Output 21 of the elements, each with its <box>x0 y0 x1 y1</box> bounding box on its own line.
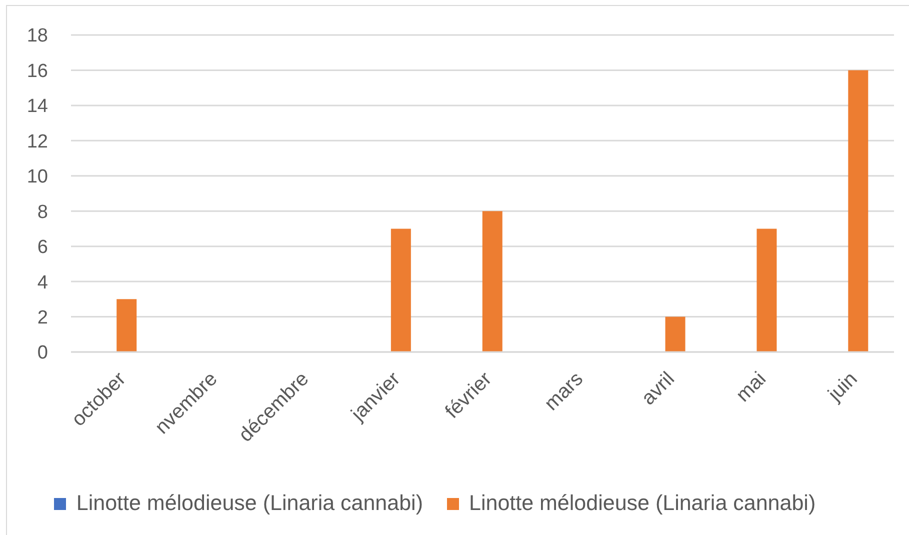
y-tick-label: 18 <box>26 26 48 47</box>
x-tick-label: mai <box>732 368 770 406</box>
x-tick-label: avril <box>637 368 679 410</box>
bar <box>116 299 137 352</box>
x-tick-label: juin <box>824 368 862 406</box>
y-tick-label: 12 <box>26 131 48 152</box>
legend-label: Linotte mélodieuse (Linaria cannabi) <box>76 491 423 515</box>
y-tick-label: 16 <box>26 60 48 82</box>
y-tick-label: 6 <box>37 237 48 258</box>
bar <box>848 70 868 352</box>
y-tick-label: 14 <box>26 96 48 118</box>
bar <box>756 228 777 352</box>
y-tick-label: 0 <box>37 342 48 364</box>
y-tick-label: 10 <box>26 166 48 188</box>
bar <box>482 211 502 352</box>
bar <box>665 316 686 352</box>
y-tick-label: 2 <box>37 308 48 329</box>
bar <box>390 228 411 352</box>
y-tick-label: 4 <box>37 272 48 294</box>
legend-label: Linotte mélodieuse (Linaria cannabi) <box>469 491 816 515</box>
y-tick-label: 8 <box>37 202 48 223</box>
